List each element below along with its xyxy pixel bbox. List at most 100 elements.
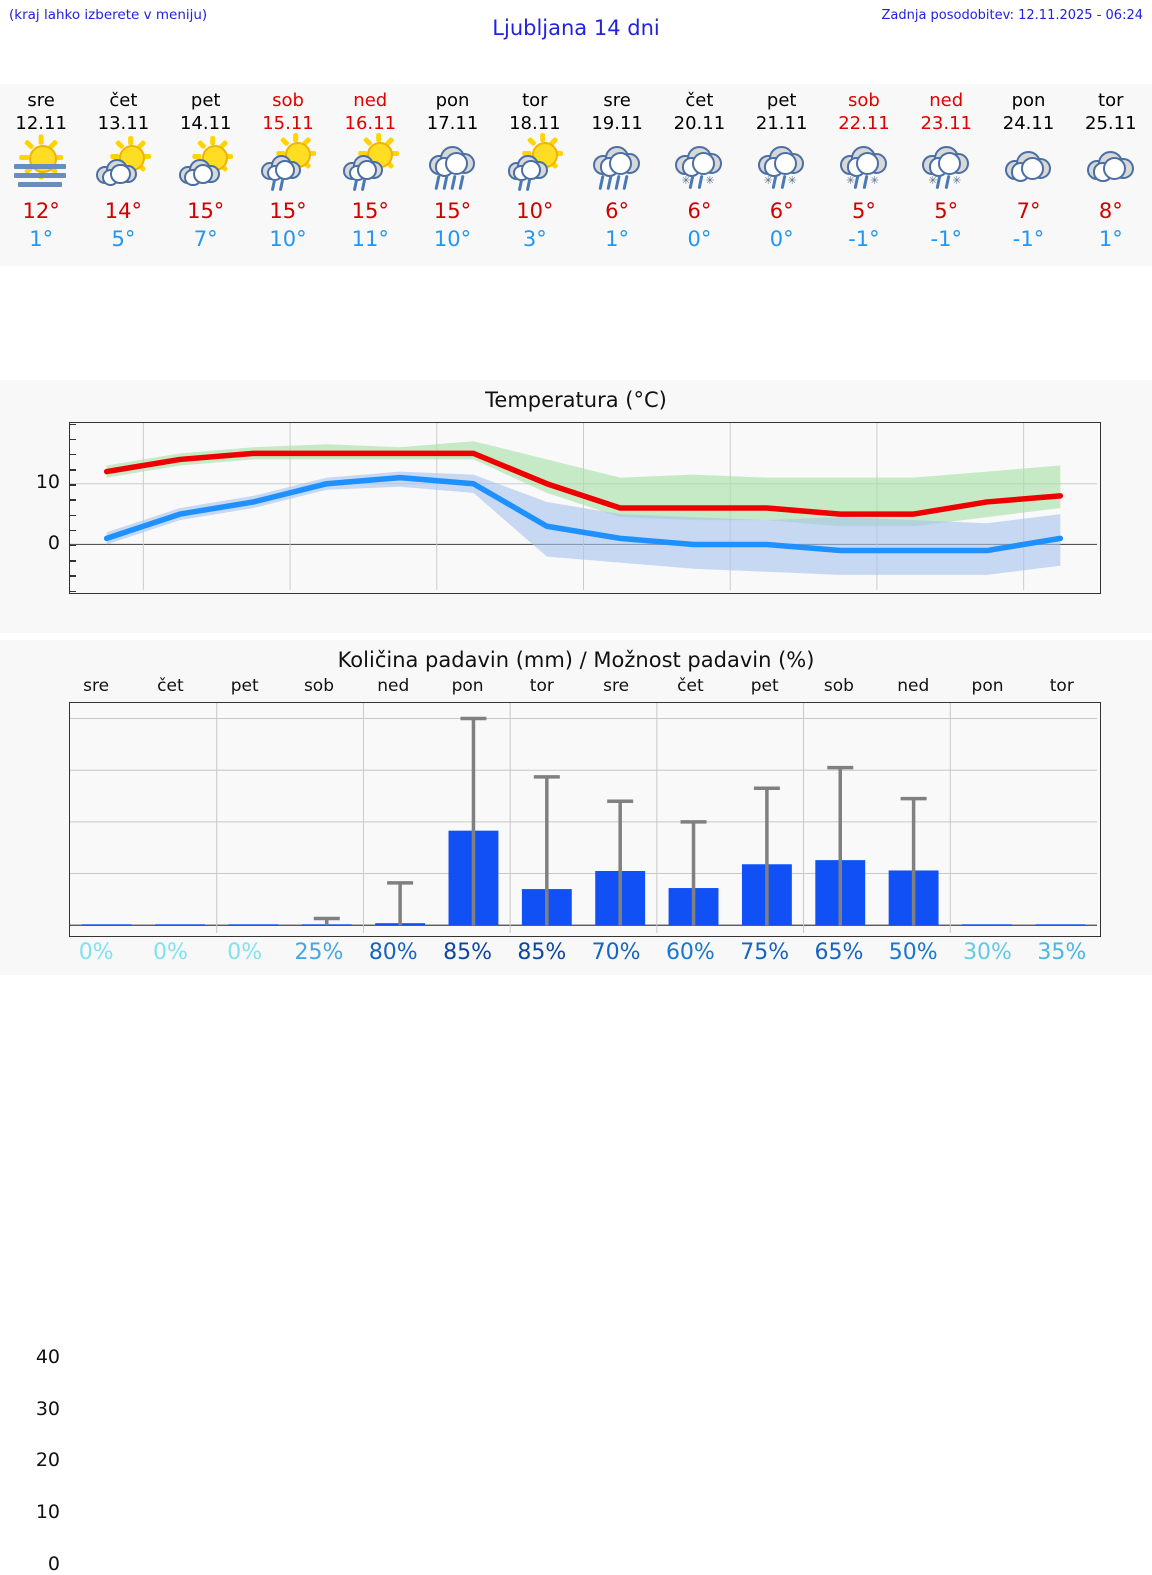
weather-icon-wrapper: ✳ ✳ <box>907 137 985 195</box>
precipitation-bar <box>228 924 279 926</box>
temp-min: -1° <box>848 227 880 251</box>
temp-max: 7° <box>1016 199 1041 223</box>
temperature-y-tick <box>69 514 76 517</box>
day-column[interactable]: ned 23.11 ✳ ✳ 5° -1° <box>905 84 987 266</box>
sun-ray <box>293 132 299 142</box>
cloud-lobe <box>609 151 633 175</box>
temperature-chart-section: Temperatura (°C) 010 © vreme.us & vreme.… <box>0 380 1152 867</box>
temperature-y-tick <box>69 529 76 532</box>
day-column[interactable]: čet 20.11 ✳ ✳ 6° 0° <box>658 84 740 266</box>
sun-cloud-rain-icon <box>331 132 409 195</box>
rain-drop <box>361 178 367 192</box>
day-column[interactable]: tor 18.11 10° 3° <box>494 84 576 266</box>
day-name: tor <box>1098 90 1124 111</box>
day-date: 19.11 <box>591 113 643 134</box>
sun-ray <box>210 135 216 145</box>
sun-ray <box>553 150 564 156</box>
cloud-sleet-icon: ✳ ✳ <box>907 137 985 195</box>
snow-flake: ✳ <box>928 174 938 187</box>
snow-flake: ✳ <box>869 174 880 187</box>
day-column[interactable]: sob 22.11 ✳ ✳ 5° -1° <box>823 84 905 266</box>
cloud-lobe <box>444 151 468 175</box>
rain-drop <box>278 178 285 192</box>
day-date: 17.11 <box>426 113 479 134</box>
precipitation-day-label: tor <box>1049 676 1074 696</box>
temp-min: 0° <box>687 227 712 251</box>
precipitation-probability-label: 30% <box>963 940 1012 965</box>
temp-max: 14° <box>104 199 143 223</box>
temp-max: 6° <box>769 199 794 223</box>
temperature-y-tick <box>69 590 76 592</box>
day-column[interactable]: tor 25.11 8° 1° <box>1070 84 1152 266</box>
weather-icon-wrapper: ✳ ✳ <box>825 137 903 195</box>
day-name: pon <box>435 90 470 111</box>
temp-min: 1° <box>605 227 630 251</box>
rain-drop <box>450 174 457 191</box>
temp-max: 6° <box>605 199 630 223</box>
precipitation-probability-label: 0% <box>152 940 188 965</box>
day-name: pet <box>766 90 797 111</box>
sun-ray <box>127 135 133 145</box>
rain-drop <box>353 178 359 192</box>
temperature-y-tick <box>69 484 76 486</box>
day-column[interactable]: pon 24.11 7° -1° <box>987 84 1069 266</box>
weather-icon-wrapper <box>990 137 1068 195</box>
day-name: sre <box>603 90 631 111</box>
temp-max: 6° <box>687 199 712 223</box>
day-column[interactable]: ned 16.11 15° 11° <box>329 84 411 266</box>
rain-drop <box>614 174 621 191</box>
weather-icon-wrapper <box>414 137 492 195</box>
cloud-lobe <box>192 163 214 185</box>
day-date: 14.11 <box>179 113 232 134</box>
day-name: pet <box>190 90 221 111</box>
temp-min: 1° <box>29 227 54 251</box>
precipitation-chart-section: Količina padavin (mm) / Možnost padavin … <box>0 640 1152 1575</box>
rain-drop <box>606 174 613 191</box>
last-updated-text: Zadnja posodobitev: 12.11.2025 - 06:24 <box>881 8 1143 23</box>
snow-flake: ✳ <box>705 174 715 187</box>
weather-icon-wrapper <box>167 135 245 195</box>
day-name: čet <box>685 90 714 111</box>
precipitation-probability-label: 70% <box>591 940 641 965</box>
rain-drop <box>442 174 449 191</box>
fog-bar <box>14 164 67 169</box>
cloud-lobe <box>274 159 295 180</box>
day-name: ned <box>929 90 964 111</box>
rain-drop <box>944 174 951 190</box>
fog-bar <box>18 182 63 187</box>
precipitation-day-label: pet <box>230 676 259 696</box>
precipitation-day-label: sob <box>303 676 335 696</box>
temp-min: 3° <box>522 227 547 251</box>
sun-ray <box>223 153 234 159</box>
temp-max: 5° <box>934 199 959 223</box>
sun-ray <box>192 153 202 159</box>
precipitation-day-label: sre <box>603 676 630 696</box>
day-column[interactable]: sre 19.11 6° 1° <box>576 84 658 266</box>
temperature-series-line <box>103 450 1064 517</box>
temp-max: 10° <box>516 199 554 223</box>
precipitation-probability-label: 50% <box>888 940 938 965</box>
temp-max: 15° <box>433 199 472 223</box>
cloud-lobe <box>521 159 542 180</box>
rain-drop <box>598 174 605 191</box>
temperature-y-tick <box>69 575 76 577</box>
day-column[interactable]: pon 17.11 15° 10° <box>411 84 493 266</box>
weather-icon-wrapper: ✳ ✳ <box>743 137 821 195</box>
cloud-rain-icon <box>414 137 492 195</box>
precipitation-probability-label: 85% <box>517 940 567 965</box>
day-column[interactable]: sob 15.11 15° 10° <box>247 84 329 266</box>
precipitation-probability-label: 60% <box>665 940 715 965</box>
precipitation-y-label: 40 <box>35 1346 60 1368</box>
temperature-y-tick <box>69 453 76 456</box>
temp-max: 12° <box>22 199 60 223</box>
day-column[interactable]: sre 12.11 12° 1° <box>0 84 82 266</box>
precipitation-probability-label: 0% <box>78 940 114 965</box>
cloud-lobe <box>110 163 131 185</box>
precipitation-probability-label: 75% <box>740 940 790 965</box>
temp-min: -1° <box>930 227 962 251</box>
day-column[interactable]: pet 21.11 ✳ ✳ 6° 0° <box>741 84 823 266</box>
precipitation-probability-label: 25% <box>294 940 344 965</box>
day-column[interactable]: čet 13.11 14° 5° <box>82 84 164 266</box>
precipitation-plot-area <box>69 702 1101 937</box>
day-column[interactable]: pet 14.11 15° 7° <box>165 84 247 266</box>
